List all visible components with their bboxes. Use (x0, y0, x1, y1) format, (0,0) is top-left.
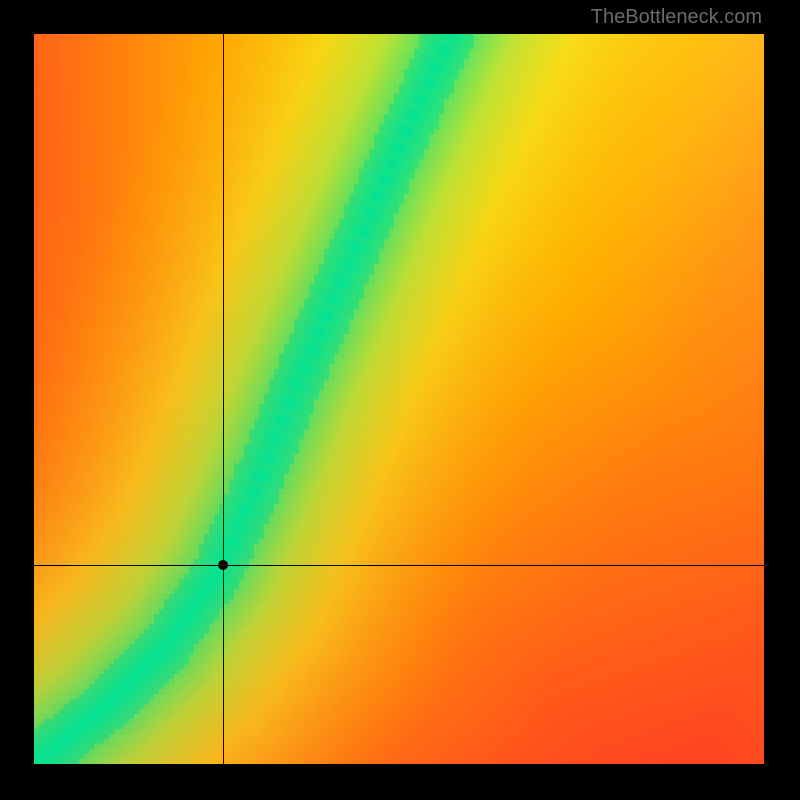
heatmap-canvas (34, 34, 764, 764)
watermark-text: TheBottleneck.com (591, 6, 762, 29)
crosshair-vertical (223, 34, 224, 764)
bottleneck-heatmap (34, 34, 764, 764)
crosshair-horizontal (34, 565, 764, 566)
selection-marker-dot (218, 560, 228, 570)
